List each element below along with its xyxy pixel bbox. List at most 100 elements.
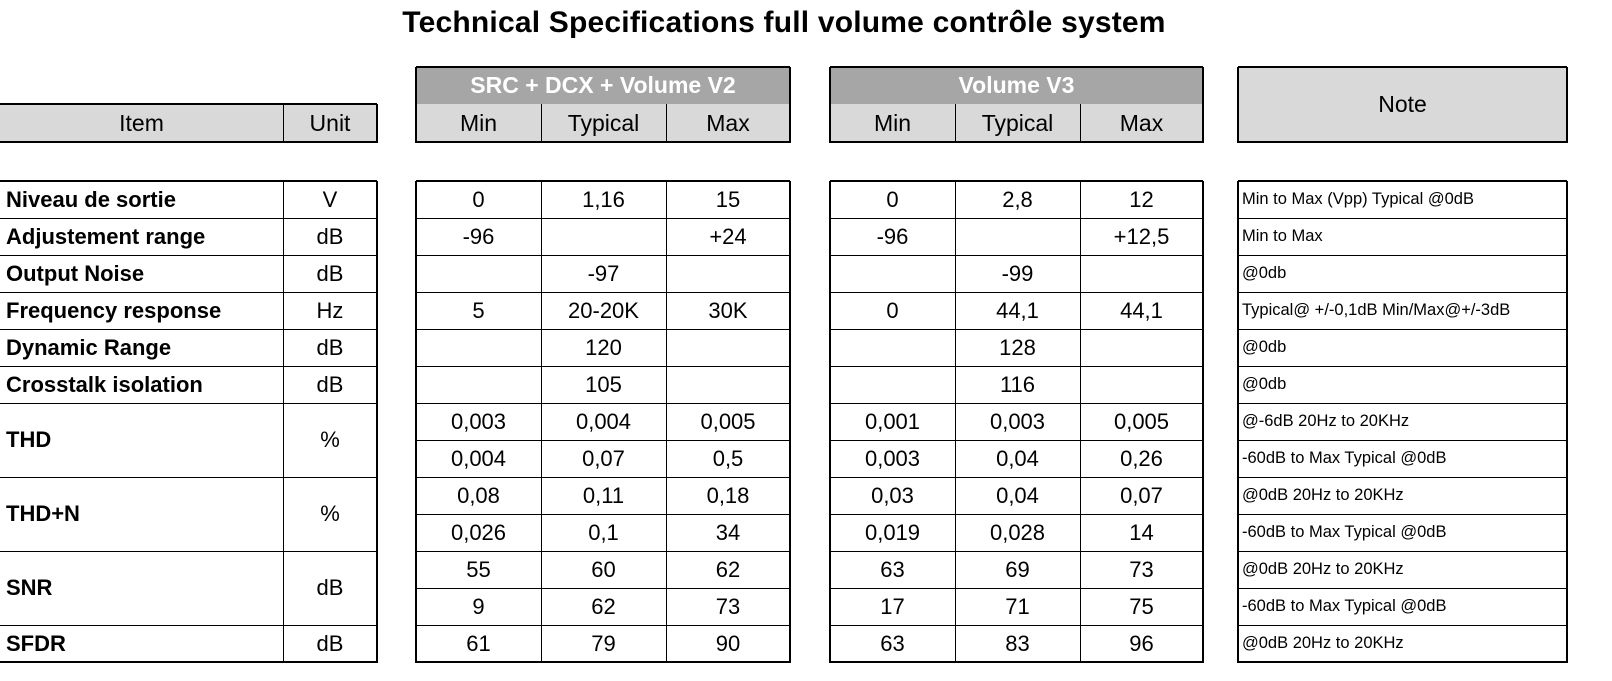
value-cell-a: 0,18 bbox=[706, 482, 750, 508]
header-border bbox=[416, 66, 790, 68]
grid-line bbox=[0, 551, 377, 552]
value-cell-a: 90 bbox=[715, 630, 741, 656]
value-cell-a: 79 bbox=[591, 630, 616, 656]
table-border bbox=[0, 661, 377, 663]
header-border bbox=[1238, 66, 1567, 68]
table-border bbox=[829, 181, 831, 663]
value-cell-a: 34 bbox=[715, 519, 741, 545]
value-cell-b bbox=[1080, 329, 1203, 366]
value-cell-b: 0,005 bbox=[1113, 408, 1170, 434]
table-border bbox=[1238, 180, 1567, 182]
header-border bbox=[0, 141, 377, 143]
value-cell-b: -99 bbox=[1001, 260, 1034, 286]
value-cell-a: 0,004 bbox=[450, 445, 507, 471]
row-unit: dB bbox=[316, 223, 344, 249]
value-cell-b: 73 bbox=[1129, 556, 1154, 582]
header-a-min: Min bbox=[416, 104, 541, 142]
value-cell-b: 0,028 bbox=[989, 519, 1046, 545]
value-cell-a: 61 bbox=[466, 630, 491, 656]
grid-line bbox=[416, 218, 790, 219]
value-cell-a: 30K bbox=[708, 297, 748, 323]
row-item-label: Crosstalk isolation bbox=[6, 371, 203, 397]
value-cell-b: 0 bbox=[886, 297, 899, 323]
value-cell-a: 120 bbox=[585, 334, 622, 360]
value-cell-b: 44,1 bbox=[996, 297, 1039, 323]
value-cell-a bbox=[666, 255, 790, 292]
header-a-typical: Typical bbox=[541, 104, 666, 142]
value-cell-a: 55 bbox=[466, 556, 491, 582]
value-cell-b bbox=[1080, 366, 1203, 403]
grid-line bbox=[416, 588, 790, 589]
grid-line bbox=[955, 181, 956, 662]
value-cell-b: 0,003 bbox=[864, 445, 921, 471]
header-b-max: Max bbox=[1080, 104, 1203, 142]
value-cell-b: 12 bbox=[1129, 186, 1154, 212]
value-cell-a: 0,005 bbox=[700, 408, 756, 434]
grid-line bbox=[830, 218, 1203, 219]
table-border bbox=[789, 181, 791, 663]
row-note: @0db bbox=[1242, 338, 1287, 357]
row-unit: Hz bbox=[316, 297, 344, 323]
grid-line bbox=[416, 403, 790, 404]
row-item-label: Adjustement range bbox=[6, 223, 206, 249]
table-border bbox=[1237, 181, 1239, 663]
grid-line bbox=[1238, 403, 1567, 404]
value-cell-b: 44,1 bbox=[1120, 297, 1163, 323]
value-cell-a: 62 bbox=[715, 556, 741, 582]
header-border bbox=[416, 141, 790, 143]
value-cell-a: 0,11 bbox=[582, 482, 625, 508]
value-cell-b: 0,003 bbox=[989, 408, 1046, 434]
value-cell-a: 5 bbox=[472, 297, 485, 323]
grid-line bbox=[830, 514, 1203, 515]
header-b-min: Min bbox=[830, 104, 955, 142]
value-cell-a: -97 bbox=[587, 260, 620, 286]
value-cell-a: 9 bbox=[472, 593, 485, 619]
value-cell-b bbox=[830, 366, 955, 403]
grid-line bbox=[416, 366, 790, 367]
value-cell-b: -96 bbox=[876, 223, 909, 249]
value-cell-a: 73 bbox=[715, 593, 741, 619]
grid-line bbox=[830, 255, 1203, 256]
row-item-label: Dynamic Range bbox=[6, 334, 172, 360]
row-note: -60dB to Max Typical @0dB bbox=[1242, 597, 1447, 616]
header-b-typical: Typical bbox=[955, 104, 1080, 142]
value-cell-a bbox=[416, 329, 541, 366]
value-cell-b: 63 bbox=[880, 630, 905, 656]
value-cell-a: 0 bbox=[472, 186, 485, 212]
value-cell-a: 20-20K bbox=[568, 297, 639, 323]
grid-line bbox=[1238, 477, 1567, 478]
grid-line bbox=[1238, 588, 1567, 589]
value-cell-b: 71 bbox=[1005, 593, 1030, 619]
header-group-src-dcx-v2: SRC + DCX + Volume V2 bbox=[416, 67, 790, 104]
value-cell-a bbox=[416, 255, 541, 292]
grid-line bbox=[830, 440, 1203, 441]
header-border bbox=[830, 141, 1203, 143]
value-cell-b: 0,001 bbox=[864, 408, 921, 434]
grid-line bbox=[830, 625, 1203, 626]
row-item-label: Niveau de sortie bbox=[6, 186, 176, 212]
header-border bbox=[1238, 141, 1567, 143]
grid-line bbox=[1080, 181, 1081, 662]
value-cell-a: 0,026 bbox=[450, 519, 507, 545]
value-cell-b: 2,8 bbox=[1002, 186, 1033, 212]
row-item-label: Output Noise bbox=[6, 260, 145, 286]
value-cell-b: 0,26 bbox=[1120, 445, 1163, 471]
table-border bbox=[1202, 181, 1204, 663]
value-cell-a: 0,004 bbox=[575, 408, 632, 434]
header-border bbox=[830, 66, 1203, 68]
row-note: @0db bbox=[1242, 264, 1287, 283]
value-cell-b: 96 bbox=[1129, 630, 1154, 656]
row-unit: % bbox=[320, 427, 340, 452]
row-item-label: SFDR bbox=[6, 630, 66, 656]
grid-line bbox=[830, 403, 1203, 404]
table-border bbox=[830, 180, 1203, 182]
header-unit: Unit bbox=[283, 104, 377, 142]
grid-line bbox=[1238, 514, 1567, 515]
value-cell-b bbox=[1080, 255, 1203, 292]
value-cell-a: 0,1 bbox=[588, 519, 619, 545]
table-border bbox=[376, 181, 378, 663]
value-cell-a: 105 bbox=[585, 371, 622, 397]
grid-line bbox=[541, 181, 542, 662]
grid-line bbox=[283, 181, 284, 662]
grid-line bbox=[0, 366, 377, 367]
